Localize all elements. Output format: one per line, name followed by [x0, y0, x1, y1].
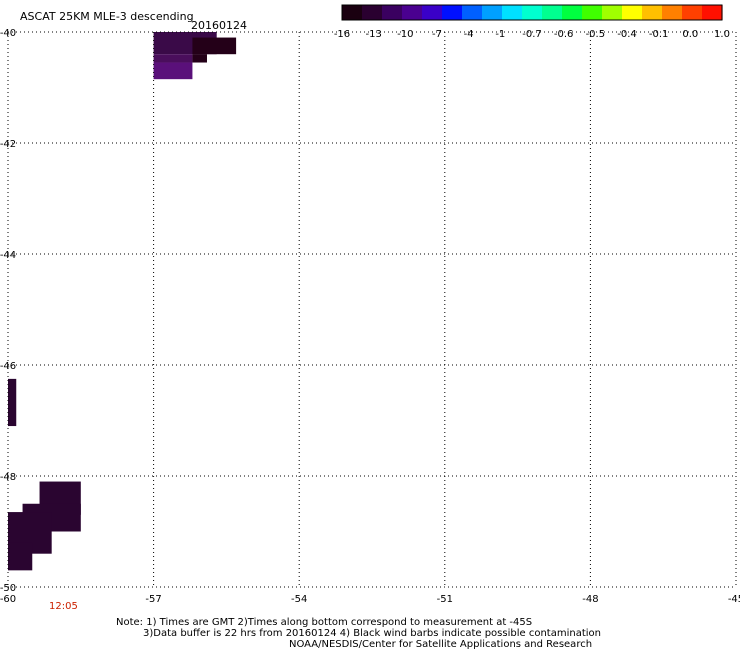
longitude-tick-label: -48 — [582, 594, 598, 605]
swath-cell — [153, 54, 193, 63]
longitude-tick-labels: -60 -57 -54 -51 -48 -45 — [0, 594, 740, 605]
longitude-tick-label: -54 — [291, 594, 307, 605]
swath-cell — [8, 542, 33, 571]
colorbar — [341, 4, 723, 21]
latitude-tick-label: -48 — [0, 472, 16, 483]
colorbar-tick-label: -0.1 — [649, 29, 669, 40]
colorbar-segment — [362, 5, 383, 20]
note-line-3: NOAA/NESDIS/Center for Satellite Applica… — [289, 639, 592, 650]
figure-title: ASCAT 25KM MLE-3 descending — [20, 10, 194, 23]
colorbar-tick-label: 1.0 — [714, 29, 730, 40]
colorbar-segment — [642, 5, 663, 20]
colorbar-tick-label: -1 — [495, 29, 505, 40]
colorbar-outline — [341, 4, 723, 21]
colorbar-segment — [342, 5, 363, 20]
colorbar-segment — [402, 5, 423, 20]
colorbar-tick-label: 0.0 — [682, 29, 698, 40]
colorbar-segment — [442, 5, 463, 20]
latitude-tick-label: -42 — [0, 139, 16, 150]
latitude-tick-label: -40 — [0, 28, 16, 39]
colorbar-segment — [562, 5, 583, 20]
colorbar-tick-label: -4 — [464, 29, 474, 40]
colorbar-tick-label: -0.4 — [617, 29, 637, 40]
colorbar-tick-label: -16 — [334, 29, 350, 40]
colorbar-segment — [522, 5, 543, 20]
colorbar-segment — [682, 5, 703, 20]
note-line-1: Note: 1) Times are GMT 2)Times along bot… — [116, 617, 532, 628]
colorbar-segment — [462, 5, 483, 20]
longitude-tick-label: -60 — [0, 594, 16, 605]
swath-cell — [153, 62, 193, 80]
pass-time-label: 12:05 — [49, 601, 78, 612]
lat-lon-gridlines — [7, 31, 737, 588]
colorbar-segment — [622, 5, 643, 20]
figure-date: 20160124 — [191, 19, 247, 32]
latitude-tick-label: -44 — [0, 250, 16, 261]
colorbar-segment — [422, 5, 443, 20]
colorbar-segment — [542, 5, 563, 20]
wind-swath-layer — [8, 32, 237, 571]
colorbar-segment — [502, 5, 523, 20]
colorbar-tick-label: -0.6 — [554, 29, 574, 40]
latitude-tick-label: -50 — [0, 583, 16, 594]
colorbar-labels: -16 -13 -10 -7 -4 -1 -0.7 -0.6 -0.5 -0.4 -0.1 0.0 1.… — [334, 29, 730, 40]
swath-cell — [8, 378, 17, 427]
latitude-tick-label: -46 — [0, 361, 16, 372]
longitude-tick-label: -57 — [145, 594, 161, 605]
colorbar-segment — [482, 5, 503, 20]
longitude-tick-label: -51 — [437, 594, 453, 605]
colorbar-tick-label: -0.5 — [586, 29, 606, 40]
colorbar-segment — [662, 5, 683, 20]
colorbar-segment — [582, 5, 603, 20]
colorbar-tick-label: -0.7 — [522, 29, 542, 40]
colorbar-tick-label: -7 — [432, 29, 442, 40]
colorbar-tick-label: -10 — [397, 29, 413, 40]
swath-cell — [192, 37, 237, 55]
colorbar-segment — [702, 5, 723, 20]
note-line-2: 3)Data buffer is 22 hrs from 20160124 4)… — [143, 628, 601, 639]
colorbar-segment — [602, 5, 623, 20]
longitude-tick-label: -45 — [728, 594, 740, 605]
colorbar-segment — [382, 5, 403, 20]
swath-cell — [192, 54, 207, 63]
latitude-tick-labels: -40 -42 -44 -46 -48 -50 — [0, 28, 16, 594]
colorbar-tick-label: -13 — [365, 29, 381, 40]
